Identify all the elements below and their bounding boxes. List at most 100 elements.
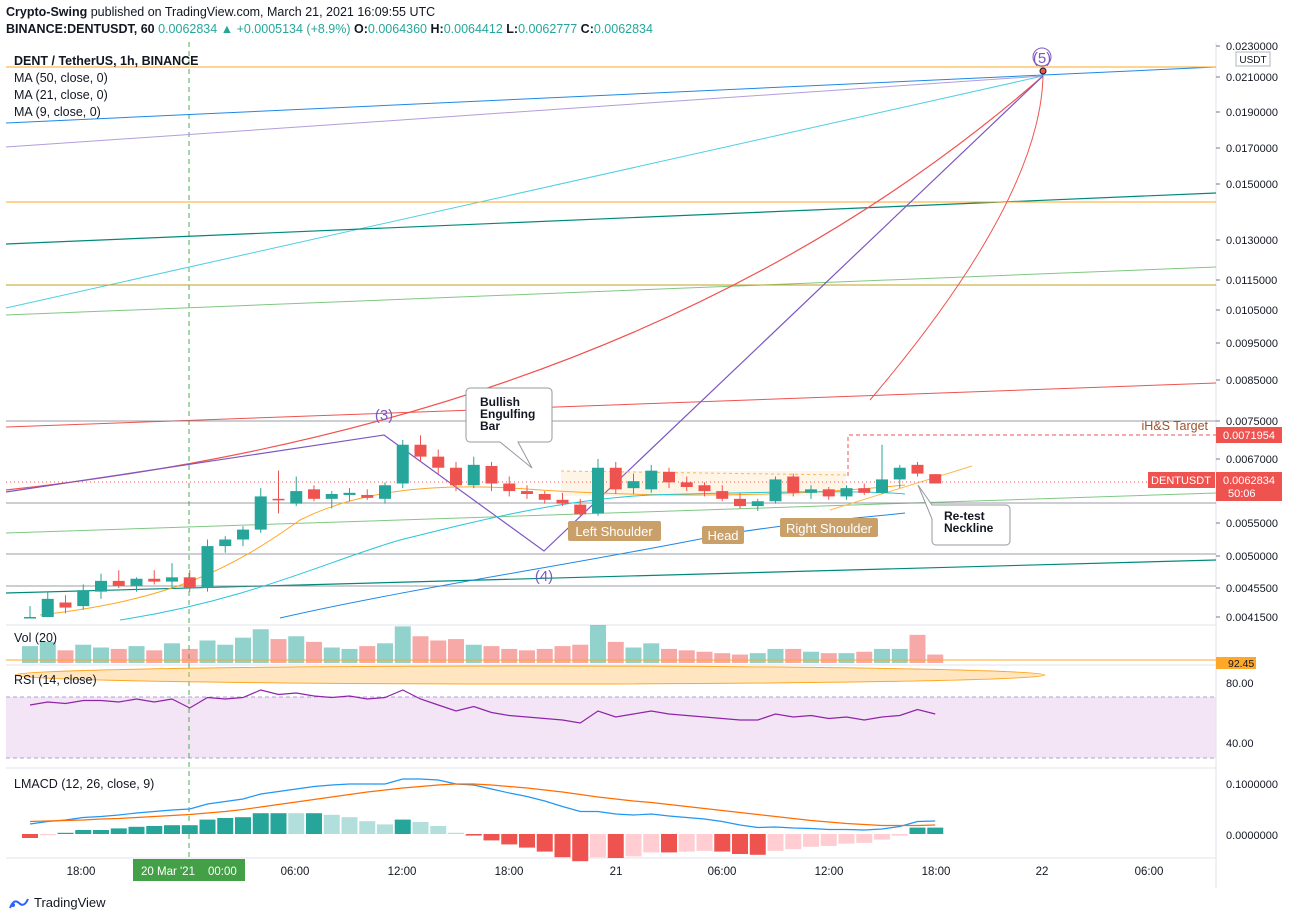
candle-body	[148, 578, 161, 582]
volume-bar	[22, 646, 38, 663]
rsi-tick-40: 40.00	[1226, 738, 1254, 750]
svg-text:Left Shoulder: Left Shoulder	[575, 524, 653, 539]
candle-body	[414, 444, 427, 457]
volume-bar	[749, 653, 766, 663]
legend-ma9[interactable]: MA (9, close, 0)	[14, 105, 101, 119]
macd-hist-bar	[181, 825, 198, 834]
time-tick-midnight: 00:00	[208, 866, 237, 878]
volume-bar	[359, 646, 376, 663]
wave-5-circle	[1032, 47, 1052, 67]
macd-hist-bar	[323, 814, 340, 834]
macd-hist-bar	[749, 834, 766, 855]
volume-bar	[146, 650, 163, 663]
wave-5-label: (5)	[1033, 50, 1051, 67]
publisher-name: Crypto-Swing	[6, 5, 88, 19]
candle-body	[858, 488, 871, 493]
macd-hist-bar	[803, 834, 819, 847]
volume-bar	[927, 654, 944, 663]
candle-body	[379, 485, 391, 499]
publish-info: Crypto-Swing published on TradingView.co…	[6, 5, 435, 19]
price-axis[interactable]: 0.0230000 0.0210000 0.0190000 0.0170000 0.01…	[1216, 41, 1278, 624]
candle-body	[361, 494, 374, 498]
trendline-cyan	[5, 75, 1044, 309]
price-tick-label: 0.0210000	[1226, 72, 1278, 84]
legend-volume[interactable]: Vol (20)	[14, 631, 57, 645]
macd-hist-bar	[785, 834, 802, 850]
macd-hist-bar	[341, 817, 358, 834]
candle-body	[467, 464, 480, 486]
symbol-code: BINANCE:DENTUSDT, 60	[6, 22, 155, 36]
time-tick: 21	[610, 866, 623, 878]
trendline-red	[5, 382, 1217, 428]
macd-hist-bar	[394, 819, 411, 834]
rsi-line	[29, 689, 936, 724]
candle-body	[166, 577, 178, 582]
callout-line-3: Bar	[480, 419, 500, 433]
macd-hist-bar	[412, 822, 429, 834]
symbol-legend[interactable]: DENT / TetherUS, 1h, BINANCE	[14, 54, 199, 68]
candle-body	[325, 494, 338, 499]
volume-bar	[128, 646, 145, 663]
volume-bar	[377, 643, 393, 663]
svg-text:92.45: 92.45	[1228, 658, 1254, 670]
candle-body	[41, 598, 54, 617]
candle-body	[396, 444, 409, 484]
volume-bar	[181, 648, 198, 663]
macd-hist-bar	[909, 827, 926, 834]
last-price: 0.0062834	[158, 22, 218, 36]
macd-hist-bar	[128, 826, 145, 834]
price-tick-label: 0.0150000	[1226, 179, 1278, 191]
trendline-blue-top	[5, 66, 1217, 124]
legend-ma21[interactable]: MA (21, close, 0)	[14, 88, 108, 102]
volume-bar	[625, 647, 642, 663]
footer-brand[interactable]: TradingView	[8, 895, 106, 910]
macd-hist-bar	[732, 834, 748, 854]
candle-body	[822, 489, 835, 497]
ihs-target-label: iH&S Target	[1142, 419, 1209, 433]
macd-tick-zero: 0.0000000	[1226, 830, 1278, 842]
volume-bar	[430, 640, 447, 663]
volume-bar	[412, 636, 429, 663]
macd-hist-bar	[22, 834, 38, 838]
macd-hist-bar	[235, 817, 251, 834]
volume-bar	[874, 648, 890, 663]
macd-hist-bar	[820, 834, 837, 846]
candle-body	[450, 467, 462, 486]
open-value: 0.0064360	[367, 22, 428, 36]
candle-body	[343, 492, 356, 495]
candle-body	[24, 617, 36, 619]
high-value: 0.0064412	[443, 22, 503, 36]
volume-bar	[767, 648, 784, 663]
macd-hist-bar	[217, 818, 234, 834]
price-tick-label: 0.0115000	[1226, 275, 1277, 287]
volume-bar	[732, 654, 748, 663]
legend-rsi[interactable]: RSI (14, close)	[14, 673, 97, 687]
price-tick-label: 0.0045500	[1226, 583, 1278, 595]
volume-bar	[164, 643, 180, 663]
volume-bar	[909, 634, 926, 663]
volume-bar	[341, 648, 358, 663]
macd-hist-bar	[75, 830, 92, 834]
legend-lmacd[interactable]: LMACD (12, 26, close, 9)	[14, 777, 154, 791]
volume-bar	[519, 650, 535, 663]
candle-body	[751, 501, 764, 507]
legend-ma50[interactable]: MA (50, close, 0)	[14, 71, 108, 85]
candles-group[interactable]	[24, 435, 942, 619]
macd-hist-bar	[39, 834, 56, 836]
price-tag: 0.0062834	[1223, 475, 1275, 487]
label-head: Head	[702, 526, 744, 544]
volume-bar	[199, 640, 216, 663]
macd-hist-bar	[625, 834, 642, 857]
volume-group	[22, 625, 944, 663]
symbol-tag: DENTUSDT	[1151, 475, 1211, 487]
volume-bar	[57, 650, 74, 663]
svg-text:Head: Head	[707, 528, 738, 543]
macd-hist-bar	[377, 824, 393, 834]
callout-retest[interactable]: Re-test Neckline	[917, 484, 1011, 546]
volume-bar	[39, 641, 56, 663]
callout-bullish-engulfing[interactable]: Bullish Engulfing Bar	[465, 387, 553, 469]
candle-body	[911, 464, 924, 474]
time-axis[interactable]: 18:00 20 Mar '21 00:00 06:00 12:00 18:00…	[67, 859, 1164, 881]
volume-bar	[394, 626, 411, 663]
